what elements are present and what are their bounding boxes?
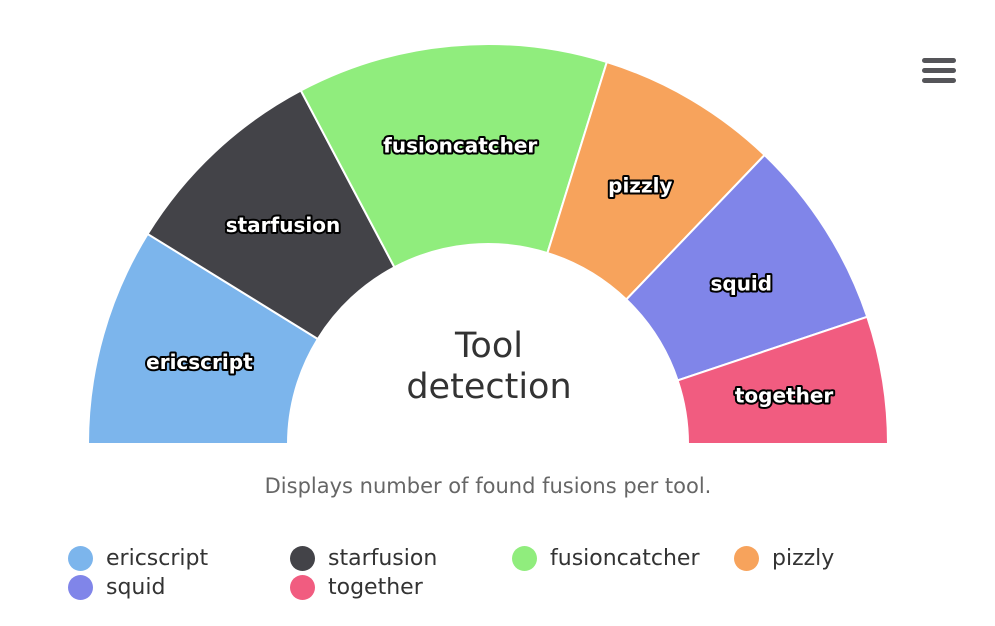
slice-label-squid: squid: [710, 271, 772, 295]
hamburger-icon-bar: [922, 57, 956, 63]
legend-item-ericscript[interactable]: ericscript: [68, 546, 208, 571]
legend-label-fusioncatcher: fusioncatcher: [550, 546, 700, 571]
legend-label-starfusion: starfusion: [328, 546, 438, 571]
hamburger-icon-bar: [922, 77, 956, 83]
legend-marker-together: [290, 575, 315, 600]
slice-label-fusioncatcher: fusioncatcher: [383, 133, 537, 157]
legend-label-together: together: [328, 575, 423, 600]
labels-layer: ericscript starfusion fusioncatcher pizzly s…: [144, 131, 835, 409]
legend-marker-ericscript: [68, 546, 93, 571]
slice-label-together: together: [735, 384, 834, 408]
legend-label-ericscript: ericscript: [106, 546, 209, 571]
chart-menu-button[interactable]: [916, 52, 962, 88]
chart-title: Tool detection: [406, 326, 572, 407]
legend-marker-squid: [68, 575, 93, 600]
slice-fusioncatcher[interactable]: [299, 43, 609, 269]
hamburger-icon-bar: [922, 67, 956, 73]
legend-marker-starfusion: [290, 546, 315, 571]
legend-label-squid: squid: [106, 575, 166, 600]
chart-subtitle: Displays number of found fusions per too…: [264, 474, 712, 498]
slice-together[interactable]: [676, 315, 890, 445]
slice-label-pizzly: pizzly: [608, 174, 672, 198]
legend-item-squid[interactable]: squid: [68, 575, 165, 600]
legend-label-pizzly: pizzly: [772, 546, 835, 571]
slice-label-ericscript: ericscript: [146, 350, 253, 374]
legend-marker-fusioncatcher: [512, 546, 537, 571]
slices-layer: [86, 43, 890, 445]
slice-label-starfusion: starfusion: [226, 213, 341, 237]
legend-item-fusioncatcher[interactable]: fusioncatcher: [512, 546, 700, 571]
legend-marker-pizzly: [734, 546, 759, 571]
legend-item-together[interactable]: together: [290, 575, 423, 600]
legend-item-pizzly[interactable]: pizzly: [734, 546, 834, 571]
legend-item-starfusion[interactable]: starfusion: [290, 546, 437, 571]
